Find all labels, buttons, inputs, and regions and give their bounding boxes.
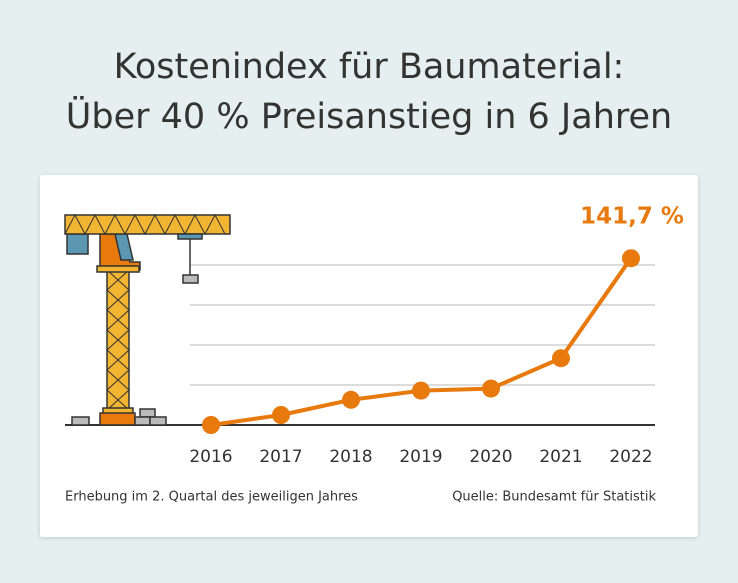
point (272, 406, 290, 424)
chart-title: Über 40 % Preisanstieg in 6 Jahren (66, 95, 672, 137)
x-tick-label: 2022 (609, 447, 652, 467)
footnote: Erhebung im 2. Quartal des jeweiligen Ja… (65, 490, 358, 505)
point (202, 416, 220, 434)
x-tick-label: 2016 (189, 447, 232, 467)
point (552, 349, 570, 368)
point (412, 381, 430, 400)
point (622, 249, 640, 268)
crane-illustration (64, 213, 231, 426)
x-tick-label: 2017 (259, 447, 302, 467)
x-tick-label: 2020 (469, 447, 512, 467)
point (342, 390, 360, 409)
x-tick-label: 2021 (539, 447, 582, 467)
x-tick-label: 2018 (329, 447, 372, 467)
data-label: 141,7 % (580, 204, 684, 230)
plot-area: 2016 2017 2018 2019 2020 2021 2022 141,7 % (65, 204, 684, 467)
x-tick-label: 2019 (399, 447, 442, 467)
source: Quelle: Bundesamt für Statistik (452, 490, 656, 505)
point (482, 379, 500, 398)
chart-title: Kostenindex für Baumaterial: (114, 47, 625, 87)
